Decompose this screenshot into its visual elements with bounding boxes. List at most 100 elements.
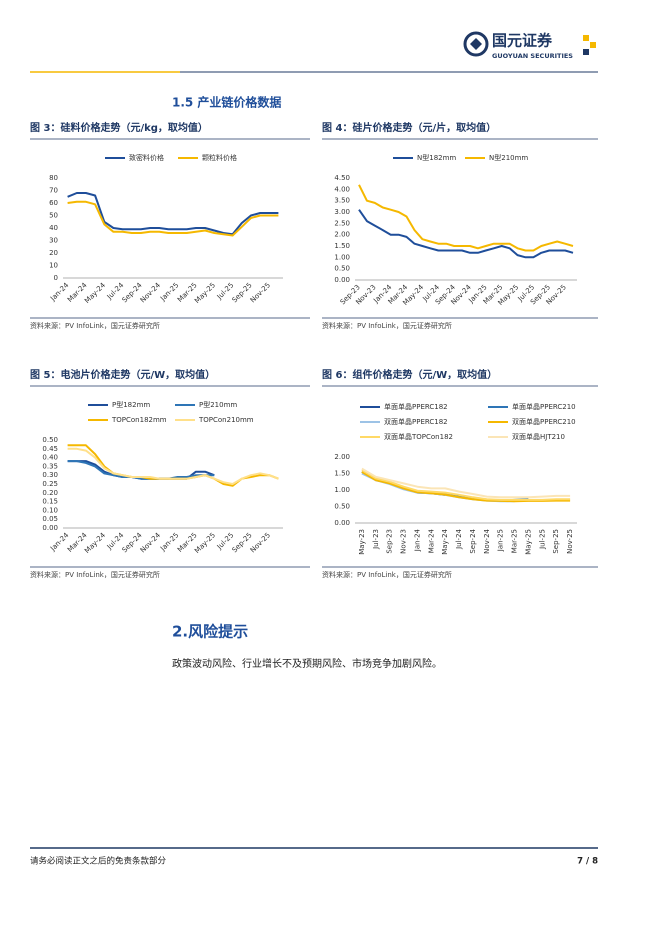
series-line: [67, 192, 279, 236]
x-tick-label: May-24: [83, 531, 107, 555]
x-tick-label: Nov-25: [249, 531, 272, 554]
legend-label: 双面单晶HJT210: [512, 432, 565, 441]
y-tick-label: 1.00: [334, 253, 350, 261]
x-tick-label: Jul-23: [372, 529, 380, 550]
x-tick-label: Jul-24: [455, 528, 463, 549]
y-tick-label: 4.00: [334, 185, 350, 193]
y-tick-label: 1.00: [334, 486, 350, 494]
y-tick-label: 0.20: [42, 489, 58, 497]
series-line: [361, 469, 571, 501]
y-tick-label: 2.00: [334, 453, 350, 461]
y-tick-label: 2.00: [334, 231, 350, 239]
y-tick-label: 40: [49, 224, 58, 232]
x-tick-label: May-25: [193, 531, 217, 555]
y-tick-label: 10: [49, 262, 58, 270]
logo: [463, 31, 596, 57]
x-tick-label: May-24: [441, 528, 449, 554]
figure-source: 资料来源：PV InfoLink，国元证券研究所: [30, 570, 160, 579]
x-tick-label: Sep-25: [552, 529, 560, 554]
x-tick-label: Mar-25: [511, 529, 519, 553]
figure-title: 图 3：硅料价格走势（元/kg，取均值）: [30, 121, 208, 134]
section-title: 1.5 产业链价格数据: [172, 95, 281, 110]
series-line: [358, 184, 574, 252]
y-tick-label: 0.00: [42, 524, 58, 532]
x-tick-label: Jan-25: [497, 529, 505, 552]
y-tick-label: 20: [49, 249, 58, 257]
series-line: [67, 460, 215, 480]
figure-title: 图 6：组件价格走势（元/W，取均值）: [322, 368, 497, 381]
x-tick-label: Nov-24: [483, 528, 491, 553]
y-tick-label: 1.50: [334, 242, 350, 250]
y-tick-label: 0.10: [42, 506, 58, 514]
legend-label: 单面单晶PPERC182: [384, 402, 448, 411]
legend-label: N型182mm: [417, 153, 456, 162]
y-tick-label: 4.50: [334, 174, 350, 182]
legend-label: 单面单晶PPERC210: [512, 402, 576, 411]
figure-source: 资料来源：PV InfoLink，国元证券研究所: [322, 570, 452, 579]
series-line: [361, 467, 571, 499]
x-tick-label: Sep-24: [469, 528, 477, 553]
y-tick-label: 0.35: [42, 462, 58, 470]
y-tick-label: 0: [54, 274, 58, 282]
x-tick-label: Jan-24: [413, 528, 421, 552]
y-tick-label: 0.15: [42, 498, 58, 506]
figure-source: 资料来源：PV InfoLink，国元证券研究所: [322, 321, 452, 330]
y-tick-label: 0.25: [42, 480, 58, 488]
y-tick-label: 0.30: [42, 471, 58, 479]
y-tick-label: 0.00: [334, 276, 350, 284]
x-tick-label: May-23: [358, 529, 366, 555]
x-tick-label: May-24: [83, 281, 107, 305]
x-tick-label: Jul-25: [538, 529, 546, 550]
page-number: 7 / 8: [577, 857, 598, 867]
figure-source: 资料来源：PV InfoLink，国元证券研究所: [30, 321, 160, 330]
y-tick-label: 80: [49, 174, 58, 182]
legend-label: 双面单晶PPERC182: [384, 417, 448, 426]
legend-label: TOPCon182mm: [111, 416, 167, 424]
legend-label: P型210mm: [199, 400, 237, 409]
body-text: 政策波动风险、行业增长不及预期风险、市场竞争加剧风险。: [172, 657, 442, 670]
y-tick-label: 0.00: [334, 519, 350, 527]
y-tick-label: 50: [49, 212, 58, 220]
y-tick-label: 0.40: [42, 454, 58, 462]
y-tick-label: 3.50: [334, 197, 350, 205]
legend-label: N型210mm: [489, 153, 528, 162]
y-tick-label: 1.50: [334, 470, 350, 478]
y-tick-label: 3.00: [334, 208, 350, 216]
legend-label: 双面单晶PPERC210: [512, 417, 576, 426]
figure-title: 图 5：电池片价格走势（元/W，取均值）: [30, 368, 215, 381]
series-line: [67, 444, 279, 487]
series-line: [358, 209, 574, 259]
series-line: [361, 471, 529, 502]
company-name: 国元证券: [492, 32, 553, 50]
x-tick-label: Sep-23: [386, 529, 394, 554]
legend-label: 致密料价格: [129, 153, 164, 162]
x-tick-label: Nov-25: [566, 529, 574, 554]
y-tick-label: 2.50: [334, 219, 350, 227]
x-tick-label: Nov-23: [400, 529, 408, 554]
y-tick-label: 0.50: [334, 503, 350, 511]
y-tick-label: 0.45: [42, 445, 58, 453]
figure-title: 图 4：硅片价格走势（元/片，取均值）: [322, 121, 496, 134]
x-tick-label: May-25: [193, 281, 217, 305]
y-tick-label: 0.50: [334, 265, 350, 273]
legend-label: 颗粒料价格: [202, 153, 237, 162]
y-tick-label: 0.50: [42, 436, 58, 444]
company-name-en: GUOYUAN SECURITIES: [492, 52, 573, 60]
y-tick-label: 60: [49, 199, 58, 207]
section-title: 2.风险提示: [172, 623, 248, 641]
x-tick-label: Mar-24: [427, 528, 435, 553]
y-tick-label: 30: [49, 237, 58, 245]
legend-label: TOPCon210mm: [198, 416, 254, 424]
x-tick-label: Nov-25: [249, 281, 272, 304]
x-tick-label: May-25: [524, 529, 532, 555]
series-line: [67, 200, 279, 237]
x-tick-label: Nov-24: [139, 281, 163, 305]
disclaimer: 请务必阅读正文之后的免责条款部分: [30, 856, 167, 867]
legend-label: 双面单晶TOPCon182: [384, 432, 453, 441]
y-tick-label: 70: [49, 187, 58, 195]
legend-label: P型182mm: [112, 400, 150, 409]
x-tick-label: Nov-24: [139, 531, 163, 555]
y-tick-label: 0.05: [42, 515, 58, 523]
series-line: [67, 447, 279, 485]
